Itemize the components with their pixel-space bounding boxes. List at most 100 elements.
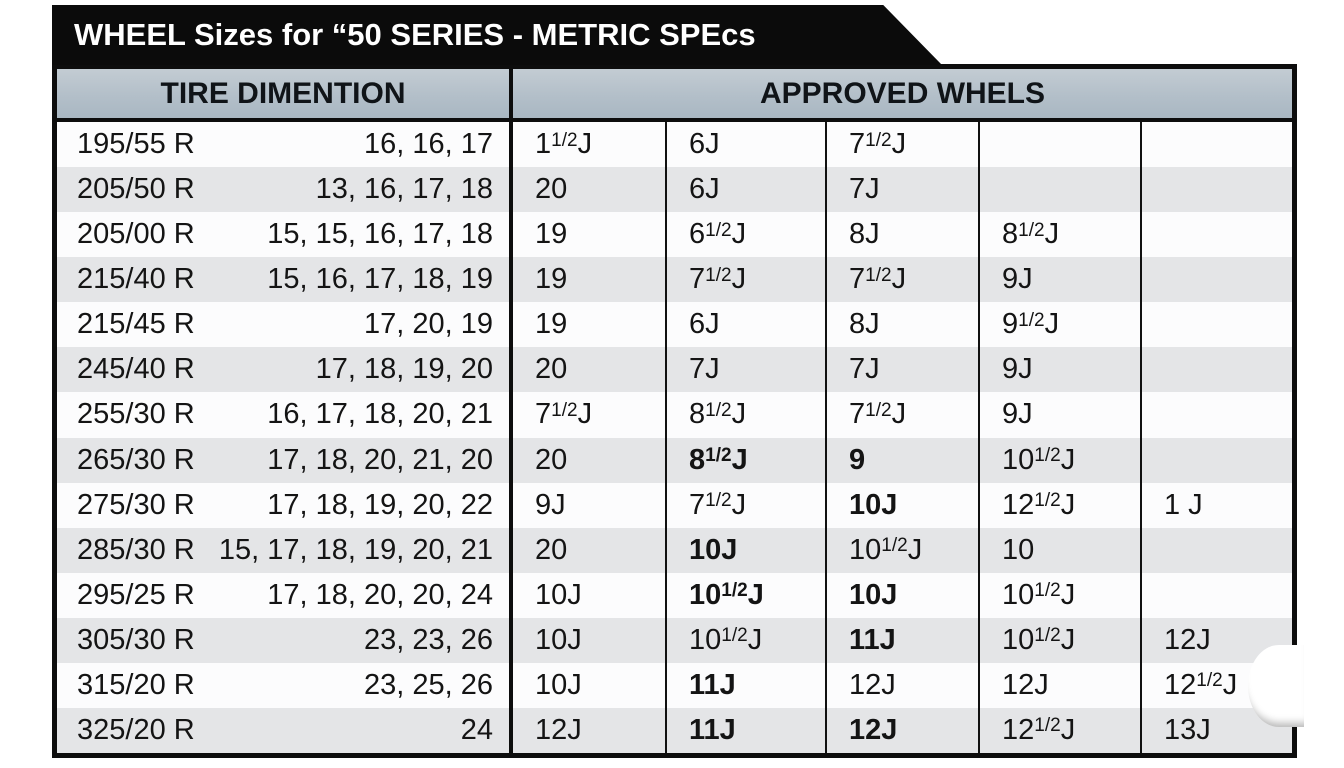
wheel-spec-suffix: J bbox=[1060, 713, 1076, 746]
wheel-spec-label: 9J bbox=[1002, 398, 1033, 431]
tire-dimension-cell: 205/50 R 13, 16, 17, 18 bbox=[57, 167, 513, 213]
approved-wheel-cell: 7J bbox=[825, 347, 978, 393]
wheel-spec-label: 12J bbox=[535, 713, 582, 746]
tire-dimension-cell: 215/45 R 17, 20, 19 bbox=[57, 302, 513, 348]
tire-diameters-label: 13, 16, 17, 18 bbox=[315, 173, 493, 206]
approved-wheel-cell: 8 1/2 J bbox=[665, 392, 825, 438]
wheel-spec-label: 11J bbox=[689, 713, 736, 746]
fraction-text: 1/2 bbox=[1034, 580, 1061, 602]
tire-diameters-label: 23, 25, 26 bbox=[364, 668, 493, 701]
approved-wheel-cell: 7 1/2 J bbox=[665, 482, 825, 528]
wheel-spec-label: 10J bbox=[849, 488, 898, 521]
fraction-text: 1/2 bbox=[705, 399, 732, 421]
tire-size-label: 215/40 R bbox=[77, 263, 195, 296]
approved-wheel-cell: 12 1/2 J bbox=[978, 482, 1140, 528]
wheel-spec-suffix: J bbox=[731, 398, 747, 431]
approved-wheel-cell: 11J bbox=[665, 707, 825, 753]
approved-wheel-cell: 1 J bbox=[1140, 482, 1292, 528]
approved-wheel-cell: 10 1/2 J bbox=[665, 572, 825, 618]
approved-wheel-cell bbox=[1140, 122, 1292, 168]
tire-diameters-label: 17, 18, 20, 21, 20 bbox=[267, 443, 493, 476]
approved-wheel-cell: 12 1/2 J bbox=[978, 707, 1140, 753]
tire-size-label: 315/20 R bbox=[77, 668, 195, 701]
table-row: 315/20 R 23, 25, 26 10J 11J 12J 12J 12 1/2 J bbox=[57, 662, 1292, 708]
approved-wheel-cell: 12 1/2 J bbox=[1140, 662, 1292, 708]
approved-wheel-cell bbox=[1140, 437, 1292, 483]
fraction-text: 1/2 bbox=[1196, 670, 1223, 692]
approved-wheel-cell bbox=[978, 122, 1140, 168]
table-row: 205/00 R 15, 15, 16, 17, 18 19 6 1/2 J 8J 8 1/2 J bbox=[57, 212, 1292, 258]
wheel-spec-label: 11J bbox=[849, 623, 896, 656]
approved-wheel-cell: 8 1/2 J bbox=[978, 212, 1140, 258]
wheel-spec-label: 10 bbox=[1002, 533, 1035, 566]
table-body: 195/55 R 16, 16, 17 1 1/2 J 6J 7 1/2 J 205/50 R 13… bbox=[57, 122, 1292, 753]
approved-wheel-cell: 7J bbox=[825, 167, 978, 213]
wheel-size-table: TIRE DIMENTION APPROVED WHELS 195/55 R 1 6… bbox=[52, 64, 1297, 758]
wheel-spec-suffix: J bbox=[1044, 308, 1060, 341]
tire-diameters-label: 17, 18, 20, 20, 24 bbox=[267, 578, 493, 611]
fraction-text: 1/2 bbox=[721, 580, 748, 602]
wheel-spec-label: 7 bbox=[849, 398, 866, 431]
approved-wheel-cell: 19 bbox=[513, 212, 665, 257]
approved-wheel-cell bbox=[1140, 212, 1292, 258]
table-row: 325/20 R 24 12J 11J 12J 12 1/2 J 13J bbox=[57, 707, 1292, 753]
wheel-spec-label: 10J bbox=[849, 578, 898, 611]
approved-wheel-cell: 6J bbox=[665, 122, 825, 168]
table-row: 295/25 R 17, 18, 20, 20, 24 10J 10 1/2 J 10J 10… bbox=[57, 572, 1292, 618]
fraction-text: 1/2 bbox=[705, 445, 732, 467]
wheel-spec-label: 1 J bbox=[1164, 488, 1203, 521]
wheel-spec-suffix: J bbox=[577, 128, 593, 161]
wheel-spec-suffix: J bbox=[577, 398, 593, 431]
tire-dimension-cell: 285/30 R 15, 17, 18, 19, 20, 21 bbox=[57, 527, 513, 573]
wheel-spec-label: 9J bbox=[1002, 263, 1033, 296]
tire-size-label: 195/55 R bbox=[77, 128, 195, 161]
tire-size-label: 215/45 R bbox=[77, 308, 195, 341]
wheel-spec-label: 7J bbox=[689, 353, 720, 386]
wheel-spec-label: 10J bbox=[689, 533, 738, 566]
wheel-spec-label: 10 bbox=[1002, 578, 1035, 611]
fraction-text: 1/2 bbox=[705, 219, 732, 241]
approved-wheel-cell: 12J bbox=[1140, 617, 1292, 663]
table-header-row: TIRE DIMENTION APPROVED WHELS bbox=[57, 69, 1292, 122]
wheel-spec-label: 13J bbox=[1164, 713, 1211, 746]
wheel-spec-label: 12J bbox=[849, 713, 898, 746]
table-row: 275/30 R 17, 18, 19, 20, 22 9J 7 1/2 J 10J 12 1/… bbox=[57, 482, 1292, 528]
wheel-spec-suffix: J bbox=[1222, 668, 1238, 701]
wheel-spec-label: 12J bbox=[1002, 668, 1049, 701]
wheel-spec-label: 10J bbox=[535, 623, 582, 656]
approved-wheel-cell: 11J bbox=[825, 617, 978, 663]
wheel-spec-suffix: J bbox=[747, 623, 763, 656]
wheel-spec-label: 10 bbox=[849, 533, 882, 566]
wheel-spec-suffix: J bbox=[731, 488, 747, 521]
wheel-spec-suffix: J bbox=[891, 128, 907, 161]
fraction-text: 1/2 bbox=[1034, 715, 1061, 737]
wheel-spec-label: 8 bbox=[1002, 218, 1019, 251]
approved-wheel-cell: 20 bbox=[513, 167, 665, 212]
wheel-spec-label: 12 bbox=[1002, 488, 1035, 521]
approved-wheel-cell: 10J bbox=[513, 618, 665, 663]
tire-dimension-cell: 205/00 R 15, 15, 16, 17, 18 bbox=[57, 212, 513, 258]
wheel-spec-label: 7J bbox=[849, 353, 880, 386]
tire-diameters-label: 17, 20, 19 bbox=[364, 308, 493, 341]
table-row: 215/40 R 15, 16, 17, 18, 19 19 7 1/2 J 7 1/2 J 9J bbox=[57, 257, 1292, 303]
title-banner: WHEEL Sizes for “50 SERIES - METRIC SPEc… bbox=[52, 5, 942, 65]
wheel-spec-label: 9 bbox=[1002, 308, 1019, 341]
wheel-spec-suffix: J bbox=[731, 218, 747, 251]
wheel-spec-label: 1 bbox=[535, 128, 552, 161]
fraction-text: 1/2 bbox=[551, 129, 578, 151]
wheel-spec-label: 6J bbox=[689, 173, 720, 206]
approved-wheel-cell bbox=[1140, 257, 1292, 303]
wheel-spec-label: 7 bbox=[689, 488, 706, 521]
approved-wheel-cell: 7 1/2 J bbox=[665, 257, 825, 303]
approved-wheel-cell bbox=[978, 167, 1140, 213]
wheel-spec-label: 10 bbox=[1002, 623, 1035, 656]
wheel-spec-label: 20 bbox=[535, 443, 568, 476]
fraction-text: 1/2 bbox=[865, 399, 892, 421]
approved-wheel-cell: 8J bbox=[825, 302, 978, 348]
tire-size-label: 275/30 R bbox=[77, 488, 195, 521]
approved-wheel-cell: 20 bbox=[513, 438, 665, 483]
fraction-text: 1/2 bbox=[865, 129, 892, 151]
wheel-spec-label: 10 bbox=[1002, 443, 1035, 476]
wheel-spec-suffix: J bbox=[731, 263, 747, 296]
wheel-spec-suffix: J bbox=[1060, 443, 1076, 476]
